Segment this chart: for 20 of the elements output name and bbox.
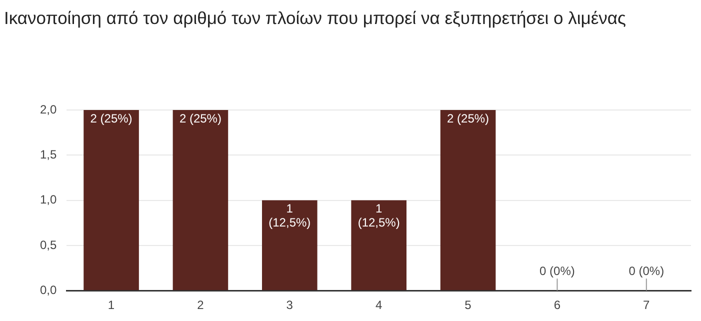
y-tick-label: 1,0 <box>40 192 57 207</box>
x-tick-label: 6 <box>554 298 561 312</box>
data-label: 2 (25%) <box>447 111 490 126</box>
y-tick-label: 1,5 <box>40 147 57 162</box>
chart-title: Ικανοποίηση από τον αριθμό των πλοίων που μπορεί να εξυπηρετήσει ο λιμένας <box>4 7 627 30</box>
x-tick-label: 2 <box>197 298 204 312</box>
data-label: 1 (12,5%) <box>358 202 400 230</box>
y-tick-label: 0,0 <box>40 282 57 297</box>
x-tick-label: 7 <box>643 298 650 312</box>
x-tick-label: 1 <box>108 298 115 312</box>
data-label: 1 (12,5%) <box>268 202 311 230</box>
data-label: 2 (25%) <box>90 111 132 126</box>
x-tick-label: 5 <box>464 298 472 312</box>
data-label: 0 (0%) <box>540 264 575 278</box>
y-tick-label: 0,5 <box>40 238 57 252</box>
data-label: 0 (0%) <box>628 264 664 278</box>
x-tick-label: 4 <box>375 298 382 312</box>
y-tick-label: 2,0 <box>40 102 57 116</box>
data-label: 2 (25%) <box>179 111 222 126</box>
x-tick-label: 3 <box>286 298 294 312</box>
